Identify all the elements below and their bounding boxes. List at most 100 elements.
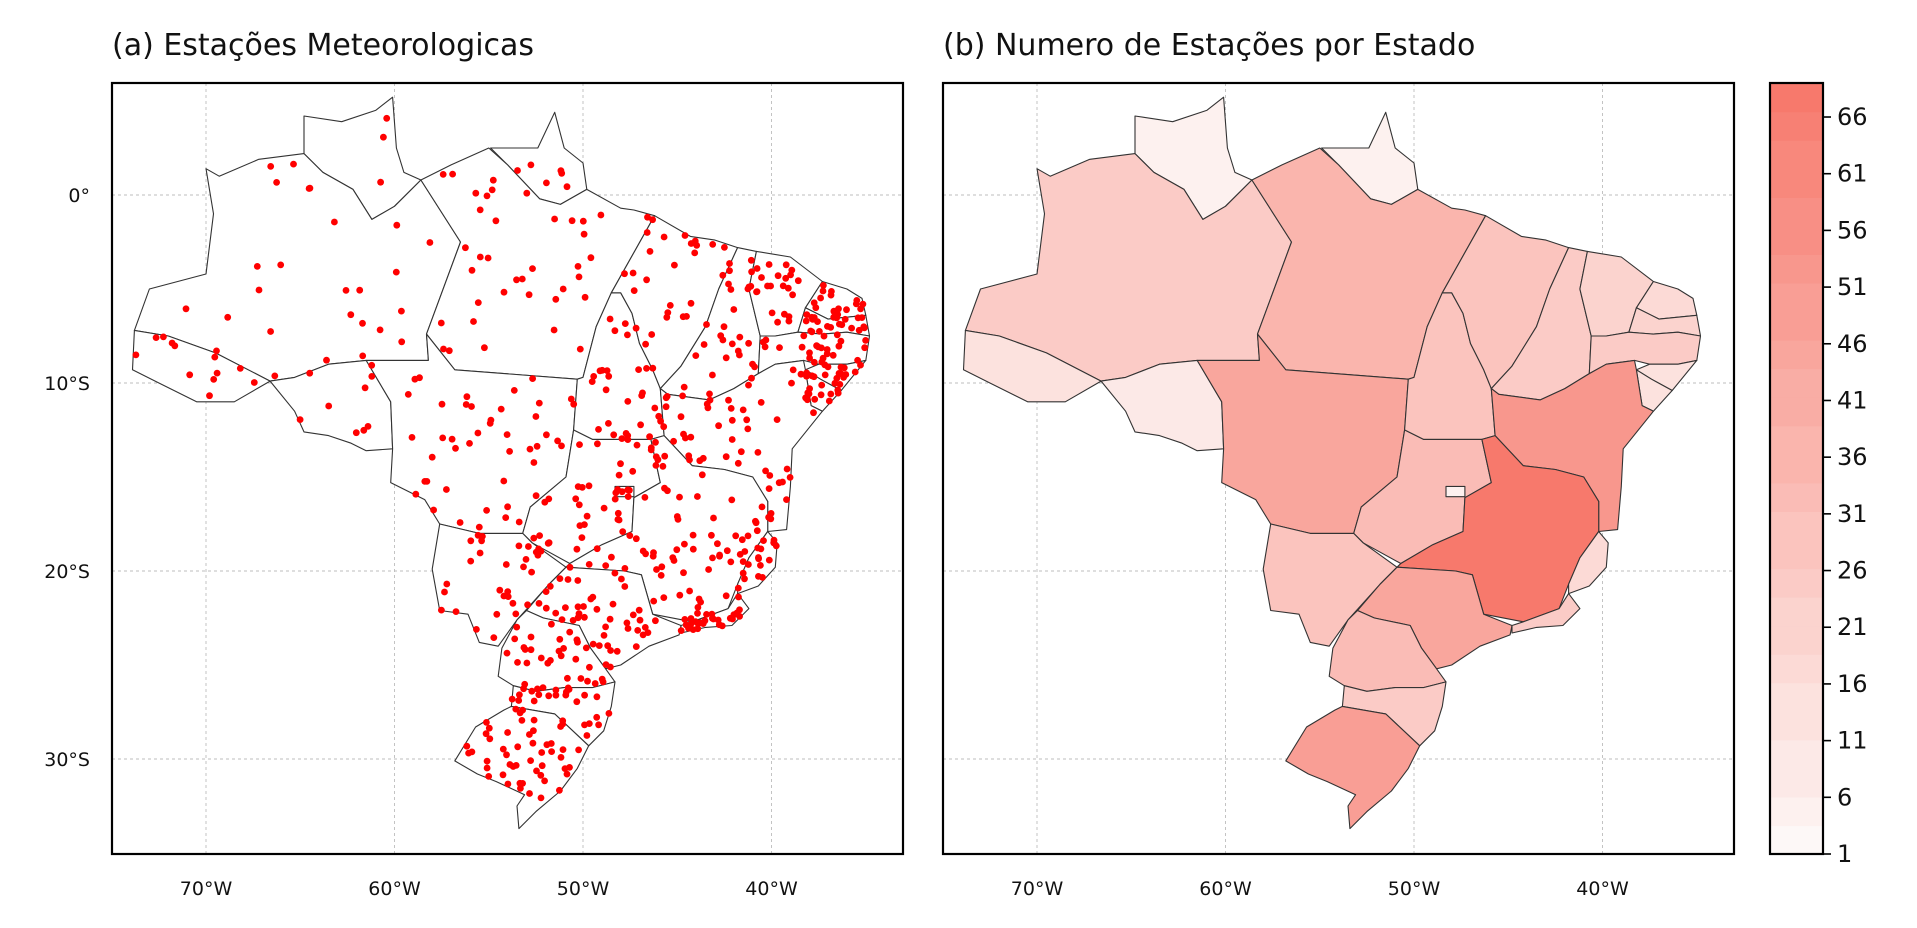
station-point <box>744 532 752 540</box>
colorbar-band <box>1770 625 1823 655</box>
colorbar-tick-label: 6 <box>1837 783 1852 811</box>
station-point <box>576 345 584 353</box>
station-point <box>736 333 744 341</box>
station-point <box>575 273 583 281</box>
station-point <box>518 717 526 724</box>
station-point <box>610 431 618 439</box>
station-point <box>818 381 826 389</box>
station-point <box>767 510 775 517</box>
station-point <box>306 369 314 377</box>
station-point <box>779 282 787 290</box>
station-point <box>383 114 391 122</box>
station-point <box>787 271 794 279</box>
station-point <box>552 686 560 694</box>
station-point <box>660 594 668 601</box>
station-point <box>168 339 176 347</box>
station-point <box>500 477 508 485</box>
station-point <box>273 179 280 186</box>
station-point <box>834 389 842 397</box>
colorbar-band <box>1770 254 1823 284</box>
station-point <box>751 363 758 371</box>
station-point <box>499 745 507 753</box>
station-point <box>703 611 710 618</box>
colorbar-band <box>1770 368 1823 398</box>
station-point <box>593 713 601 721</box>
station-point <box>624 436 632 443</box>
station-point <box>572 655 580 663</box>
station-point <box>621 583 629 590</box>
station-point <box>669 554 677 561</box>
colorbar-band <box>1770 654 1823 684</box>
station-point <box>250 379 258 386</box>
station-point <box>575 501 583 509</box>
station-point <box>476 206 484 214</box>
station-point <box>797 370 805 378</box>
station-point <box>624 486 632 494</box>
station-point <box>506 761 514 768</box>
station-point <box>517 785 524 792</box>
station-point <box>728 340 736 348</box>
station-point <box>786 474 794 481</box>
station-point <box>360 426 368 434</box>
station-point <box>810 373 818 381</box>
station-point <box>609 600 617 608</box>
station-point <box>639 389 646 397</box>
station-point <box>472 189 480 197</box>
station-point <box>566 764 573 771</box>
station-point <box>445 347 453 355</box>
station-point <box>736 606 743 614</box>
station-point <box>533 767 540 775</box>
station-point <box>271 372 279 380</box>
station-point <box>697 598 704 606</box>
station-point <box>516 691 523 699</box>
station-point <box>596 367 604 375</box>
station-point <box>377 178 384 186</box>
station-point <box>468 266 476 274</box>
station-point <box>600 632 608 639</box>
station-point <box>605 710 613 717</box>
station-point <box>556 786 563 794</box>
station-point <box>681 616 689 623</box>
station-point <box>803 369 810 377</box>
colorbar-tick-label: 41 <box>1837 386 1868 414</box>
station-point <box>820 282 827 289</box>
station-point <box>548 620 555 628</box>
station-point <box>543 741 551 749</box>
station-point <box>754 544 762 552</box>
station-point <box>581 613 588 621</box>
station-point <box>542 604 550 612</box>
station-point <box>552 295 560 303</box>
station-point <box>182 305 190 313</box>
station-point <box>602 386 610 394</box>
station-point <box>709 554 716 562</box>
station-point <box>852 300 860 308</box>
station-point <box>636 616 644 624</box>
station-point <box>694 493 701 500</box>
station-point <box>810 299 818 307</box>
station-point <box>463 393 471 401</box>
station-point <box>736 551 744 558</box>
station-point <box>734 584 742 592</box>
station-point <box>511 635 519 643</box>
colorbar-band <box>1770 768 1823 798</box>
station-point <box>483 192 491 200</box>
station-point <box>604 642 612 650</box>
lat-tick-label: 30°S <box>44 749 90 771</box>
station-point <box>586 663 593 671</box>
station-point <box>513 623 521 631</box>
station-point <box>359 319 366 327</box>
station-point <box>783 496 790 503</box>
station-point <box>380 133 387 141</box>
station-point <box>504 593 512 600</box>
lon-tick-label: 70°W <box>1011 878 1064 900</box>
station-point <box>621 565 629 572</box>
station-point <box>767 515 775 523</box>
station-point <box>581 293 589 301</box>
station-point <box>583 732 591 739</box>
station-point <box>655 412 663 420</box>
station-point <box>861 344 869 352</box>
station-point <box>587 254 595 262</box>
station-point <box>716 551 723 559</box>
station-point <box>522 556 530 563</box>
